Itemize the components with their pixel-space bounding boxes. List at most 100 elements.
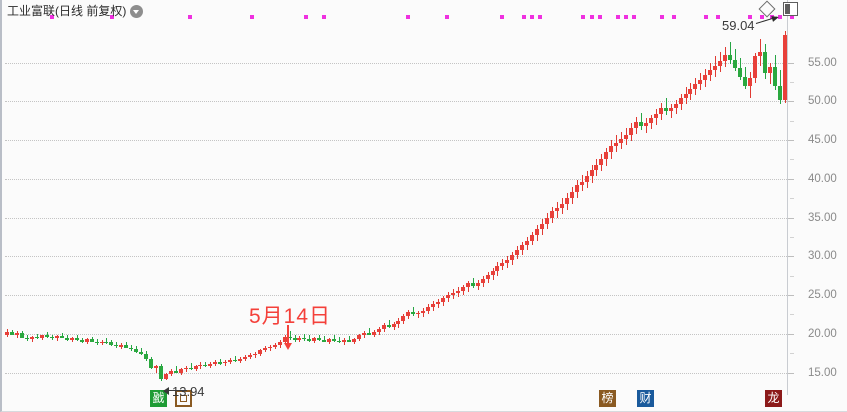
chevron-down-circle-icon[interactable] [130, 4, 144, 18]
candle-body [194, 366, 198, 369]
candle-body [748, 78, 752, 86]
candle-wick [369, 328, 370, 336]
news-marker-dot[interactable] [716, 15, 720, 19]
candle-body [639, 122, 643, 127]
news-marker-dot[interactable] [616, 15, 620, 19]
news-marker-dot[interactable] [790, 15, 794, 19]
news-marker-dot[interactable] [632, 15, 636, 19]
candle-body [45, 335, 49, 337]
gridline [5, 62, 787, 64]
y-tick-label: 20.00 [808, 327, 837, 340]
event-icon-rank[interactable]: 榜 [599, 390, 616, 407]
news-marker-dot[interactable] [748, 15, 752, 19]
y-tick-minor [790, 353, 794, 355]
news-marker-dot[interactable] [522, 15, 526, 19]
candle-body [90, 339, 94, 342]
candle-body [337, 340, 341, 343]
candle-body [144, 353, 148, 359]
candle-wick [666, 98, 667, 115]
event-icon-green[interactable]: 戤 [150, 390, 167, 407]
event-icon-strip: 戤榜财龙 [0, 386, 847, 412]
candle-body [783, 34, 787, 100]
news-marker-dot[interactable] [445, 15, 449, 19]
event-icon-dark-red[interactable]: 龙 [765, 390, 782, 407]
news-marker-dot[interactable] [500, 15, 504, 19]
news-marker-dot[interactable] [530, 15, 534, 19]
candle-body [139, 351, 143, 354]
candle-body [679, 98, 683, 104]
split-panel-icon[interactable] [783, 2, 798, 16]
event-icon-finance[interactable]: 财 [637, 390, 654, 407]
candle-body [10, 332, 14, 335]
candle-body [342, 339, 346, 343]
candle-body [25, 337, 29, 340]
candle-body [223, 361, 227, 364]
candle-body [738, 68, 742, 77]
candle-body [520, 245, 524, 251]
candle-body [515, 250, 519, 255]
candle-body [149, 358, 153, 368]
annotation-high-arrow [756, 15, 782, 27]
news-marker-dot[interactable] [110, 15, 114, 19]
candle-body [109, 342, 113, 345]
candlestick-plot[interactable] [5, 20, 787, 388]
news-marker-dot[interactable] [672, 15, 676, 19]
y-tick-label: 15.00 [808, 366, 837, 379]
candle-wick [290, 331, 291, 340]
y-tick-mark [788, 62, 794, 64]
event-icon-brown-box[interactable] [175, 390, 192, 407]
candle-wick [730, 42, 731, 65]
news-marker-dot[interactable] [624, 15, 628, 19]
candle-body [461, 287, 465, 292]
candle-body [416, 312, 420, 315]
candle-wick [641, 112, 642, 130]
candle-body [307, 339, 311, 341]
candle-body [134, 349, 138, 352]
candle-body [40, 335, 44, 338]
annotation-low-label: 13.94 [172, 384, 205, 399]
y-tick-mark [788, 178, 794, 180]
candle-wick [671, 104, 672, 118]
candle-body [357, 335, 361, 340]
gridline [5, 333, 787, 335]
candle-body [347, 339, 351, 342]
y-tick-label: 55.00 [808, 56, 837, 69]
candle-body [297, 337, 301, 340]
candle-wick [319, 334, 320, 341]
candle-body [70, 338, 74, 340]
candle-body [159, 366, 163, 379]
candle-body [456, 291, 460, 293]
candle-body [619, 138, 623, 144]
news-marker-dot[interactable] [322, 15, 326, 19]
news-marker-dot[interactable] [538, 15, 542, 19]
y-tick-minor [790, 275, 794, 277]
news-marker-dot[interactable] [304, 15, 308, 19]
candle-body [476, 282, 480, 286]
candle-body [60, 336, 64, 338]
candle-wick [205, 361, 206, 368]
news-marker-dot[interactable] [590, 15, 594, 19]
candle-wick [295, 334, 296, 342]
news-marker-dot[interactable] [250, 15, 254, 19]
news-marker-dot[interactable] [660, 15, 664, 19]
candle-body [773, 67, 777, 86]
news-marker-dot[interactable] [188, 15, 192, 19]
news-marker-dot[interactable] [406, 15, 410, 19]
candle-body [624, 134, 628, 139]
news-marker-dot[interactable] [581, 15, 585, 19]
candle-body [644, 123, 648, 127]
y-tick-mark [788, 295, 794, 297]
candle-body [392, 324, 396, 327]
news-marker-dot[interactable] [704, 15, 708, 19]
candle-body [481, 278, 485, 283]
candle-body [500, 263, 504, 266]
candle-body [129, 347, 133, 350]
page-title: 工业富联(日线 前复权) [7, 4, 127, 18]
news-marker-dot[interactable] [50, 15, 54, 19]
candle-body [5, 332, 9, 335]
candle-body [283, 336, 287, 342]
news-marker-dot[interactable] [598, 15, 602, 19]
axis-divider [787, 0, 788, 395]
candle-body [560, 203, 564, 209]
candle-body [253, 353, 257, 356]
